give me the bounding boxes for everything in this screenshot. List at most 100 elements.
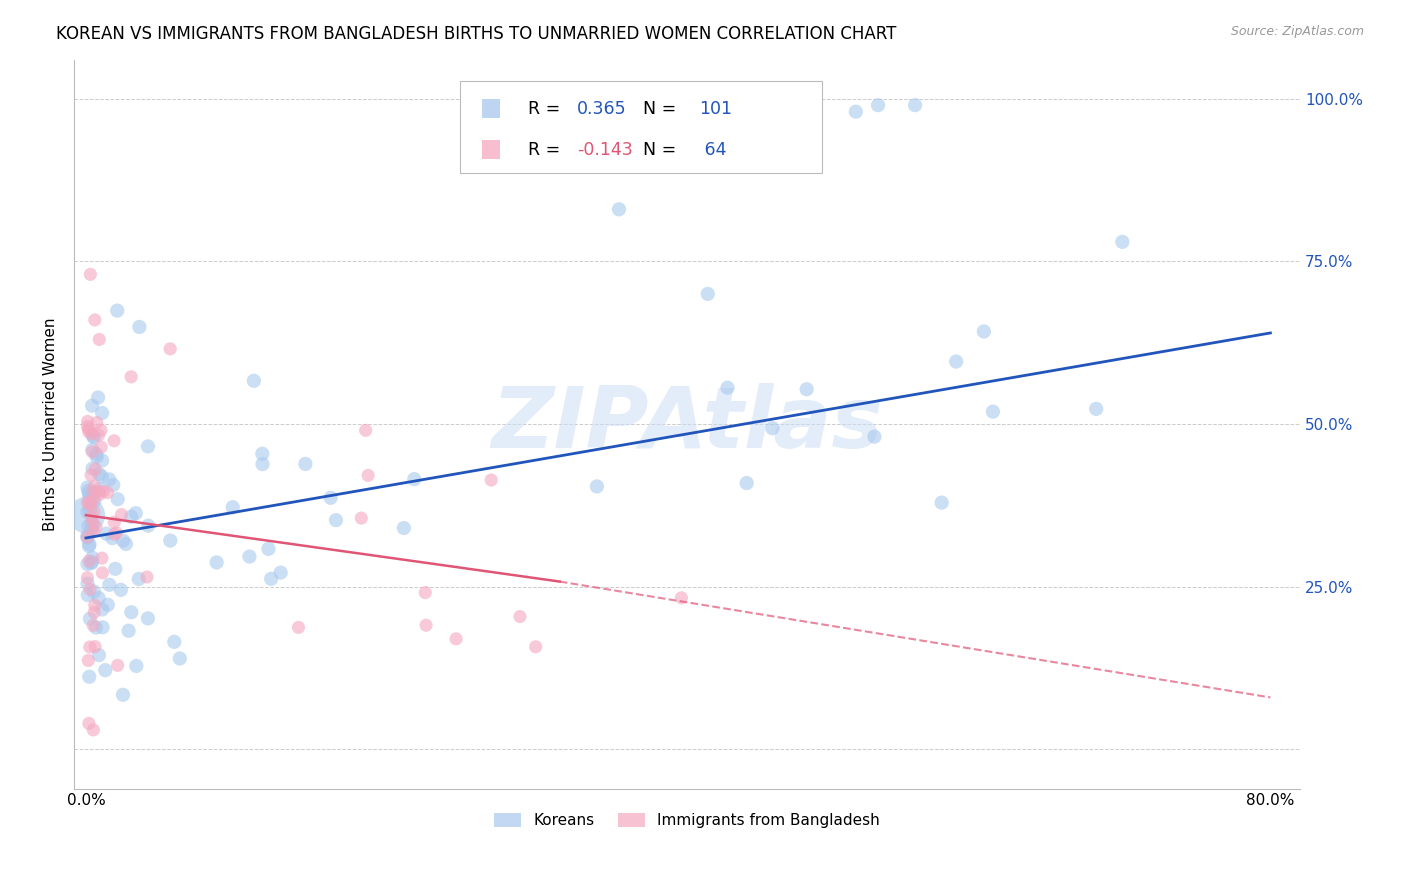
Point [90, 469, 112, 483]
Text: 0.365: 0.365 [576, 100, 626, 118]
Point [105, 303, 128, 318]
Point [82, 618, 104, 632]
Point [91, 602, 114, 616]
Point [77, 539, 100, 553]
Point [82, 723, 104, 737]
Text: ZIPAtlas: ZIPAtlas [491, 383, 883, 466]
Text: R =: R = [527, 141, 565, 159]
Point [79, 582, 101, 597]
Point [77, 670, 100, 684]
Point [696, 286, 718, 301]
Point [83, 479, 105, 493]
Point [77, 554, 100, 568]
Point [83, 505, 105, 519]
Point [270, 566, 292, 580]
Point [82, 550, 104, 565]
Point [87, 428, 110, 442]
Point [80, 522, 103, 536]
Point [260, 572, 283, 586]
Point [904, 98, 927, 112]
Point [79, 612, 101, 626]
Point [84, 640, 107, 654]
Point [91, 453, 114, 467]
Point [77, 486, 100, 500]
Point [110, 508, 132, 522]
Point [163, 635, 186, 649]
Point [671, 591, 693, 605]
Point [509, 609, 531, 624]
Point [350, 511, 373, 525]
Y-axis label: Births to Unmarried Women: Births to Unmarried Women [44, 318, 58, 531]
Point [863, 430, 886, 444]
Point [444, 632, 467, 646]
Point [607, 202, 630, 217]
Point [77, 425, 100, 439]
FancyBboxPatch shape [460, 81, 823, 172]
Point [91, 620, 114, 634]
Text: 64: 64 [699, 141, 727, 159]
Point [82, 515, 104, 529]
Point [159, 533, 181, 548]
Point [716, 381, 738, 395]
Point [120, 369, 142, 384]
Point [294, 457, 316, 471]
Point [76, 495, 98, 509]
Point [94, 663, 117, 677]
Point [243, 374, 266, 388]
Point [128, 572, 150, 586]
Point [120, 605, 142, 619]
Point [87, 648, 110, 662]
Point [89, 487, 111, 501]
Point [91, 551, 114, 566]
Point [76, 528, 98, 542]
Point [136, 611, 159, 625]
Point [76, 531, 98, 545]
Point [91, 406, 114, 420]
Point [105, 525, 128, 540]
Point [83, 494, 105, 508]
Point [77, 422, 100, 436]
Point [80, 510, 103, 524]
Point [89, 482, 111, 496]
Point [103, 478, 125, 492]
Point [973, 325, 995, 339]
Point [79, 497, 101, 511]
Point [82, 445, 104, 459]
Point [125, 659, 148, 673]
Point [107, 658, 129, 673]
Point [136, 518, 159, 533]
Point [136, 439, 159, 453]
Point [98, 578, 121, 592]
Point [103, 527, 125, 541]
Point [761, 421, 783, 435]
Point [86, 416, 108, 430]
Point [238, 549, 260, 564]
Point [325, 513, 347, 527]
Point [1111, 235, 1133, 249]
Point [257, 541, 280, 556]
Point [115, 537, 138, 551]
Point [117, 624, 139, 638]
Point [83, 313, 105, 327]
Point [84, 462, 107, 476]
Point [98, 472, 121, 486]
Point [76, 530, 98, 544]
Point [111, 688, 134, 702]
Point [101, 531, 124, 545]
Point [76, 508, 98, 523]
Text: N =: N = [631, 100, 682, 118]
Point [479, 473, 502, 487]
Point [76, 557, 98, 571]
Point [107, 492, 129, 507]
Point [136, 570, 159, 584]
Point [87, 591, 110, 605]
Text: Source: ZipAtlas.com: Source: ZipAtlas.com [1230, 25, 1364, 38]
Point [89, 467, 111, 482]
Point [83, 584, 105, 599]
Point [125, 506, 148, 520]
Point [89, 333, 111, 347]
Point [80, 468, 103, 483]
Point [83, 430, 105, 444]
Point [354, 423, 377, 437]
Point [77, 483, 100, 498]
